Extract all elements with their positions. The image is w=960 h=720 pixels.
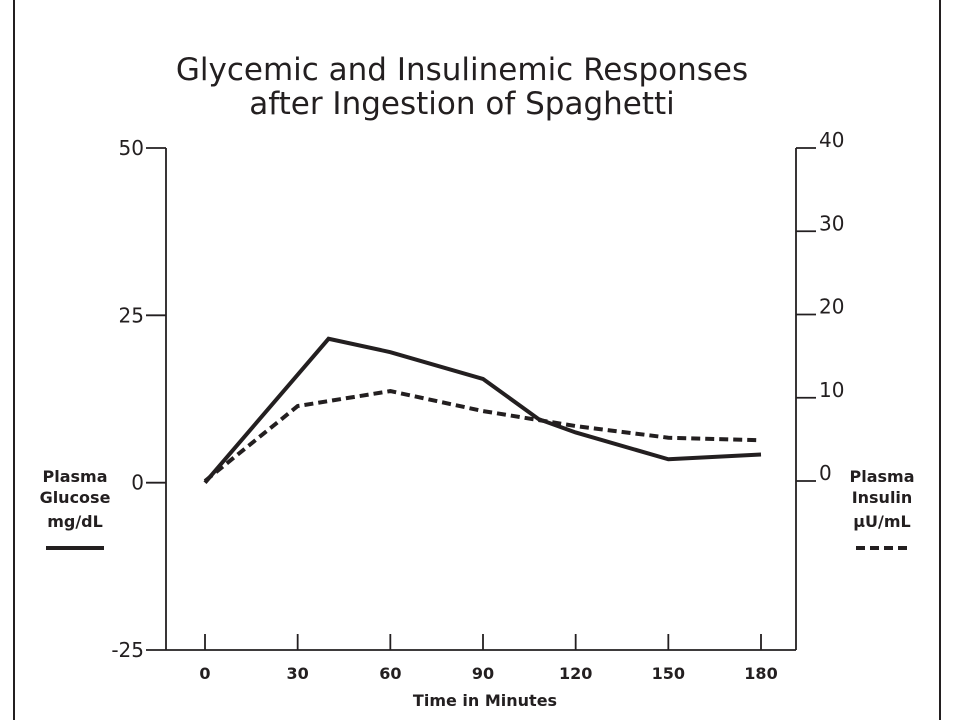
right-tick-label: 30 — [819, 211, 844, 235]
left-tick-label: 0 — [131, 471, 144, 495]
left-tick-label: -25 — [111, 638, 144, 662]
x-tick-label: 150 — [652, 664, 685, 683]
x-tick-label: 60 — [379, 664, 401, 683]
left-axis-label-line-3: mg/dL — [47, 512, 103, 531]
x-tick-label: 30 — [287, 664, 309, 683]
glucose-series-line — [203, 336, 762, 484]
right-tick-label: 10 — [819, 378, 844, 402]
left-tick-label: 50 — [119, 136, 144, 160]
x-tick-label: 120 — [559, 664, 592, 683]
left-ticks: -25 0 25 50 — [111, 136, 166, 662]
left-axis-label-line-1: Plasma — [43, 467, 108, 486]
right-axis-label-line-2: Insulin — [852, 488, 913, 507]
x-axis-title: Time in Minutes — [413, 691, 557, 710]
x-ticks: 0 30 60 90 120 150 180 — [199, 634, 778, 683]
right-tick-label: 0 — [819, 461, 832, 485]
right-tick-label: 40 — [819, 128, 844, 152]
left-tick-label: 25 — [119, 303, 144, 327]
insulin-series-line — [203, 389, 762, 483]
right-axis-label-line-1: Plasma — [850, 467, 915, 486]
right-tick-label: 20 — [819, 295, 844, 319]
right-axis-label-line-3: μU/mL — [853, 512, 910, 531]
x-tick-label: 0 — [199, 664, 210, 683]
left-axis-label-line-2: Glucose — [40, 488, 111, 507]
chart-title-line-1: Glycemic and Insulinemic Responses — [176, 52, 748, 88]
chart-title-line-2: after Ingestion of Spaghetti — [249, 86, 675, 122]
right-ticks: 0 10 20 30 40 — [796, 128, 844, 485]
series-layer — [203, 336, 762, 484]
x-tick-label: 90 — [472, 664, 494, 683]
x-tick-label: 180 — [744, 664, 777, 683]
